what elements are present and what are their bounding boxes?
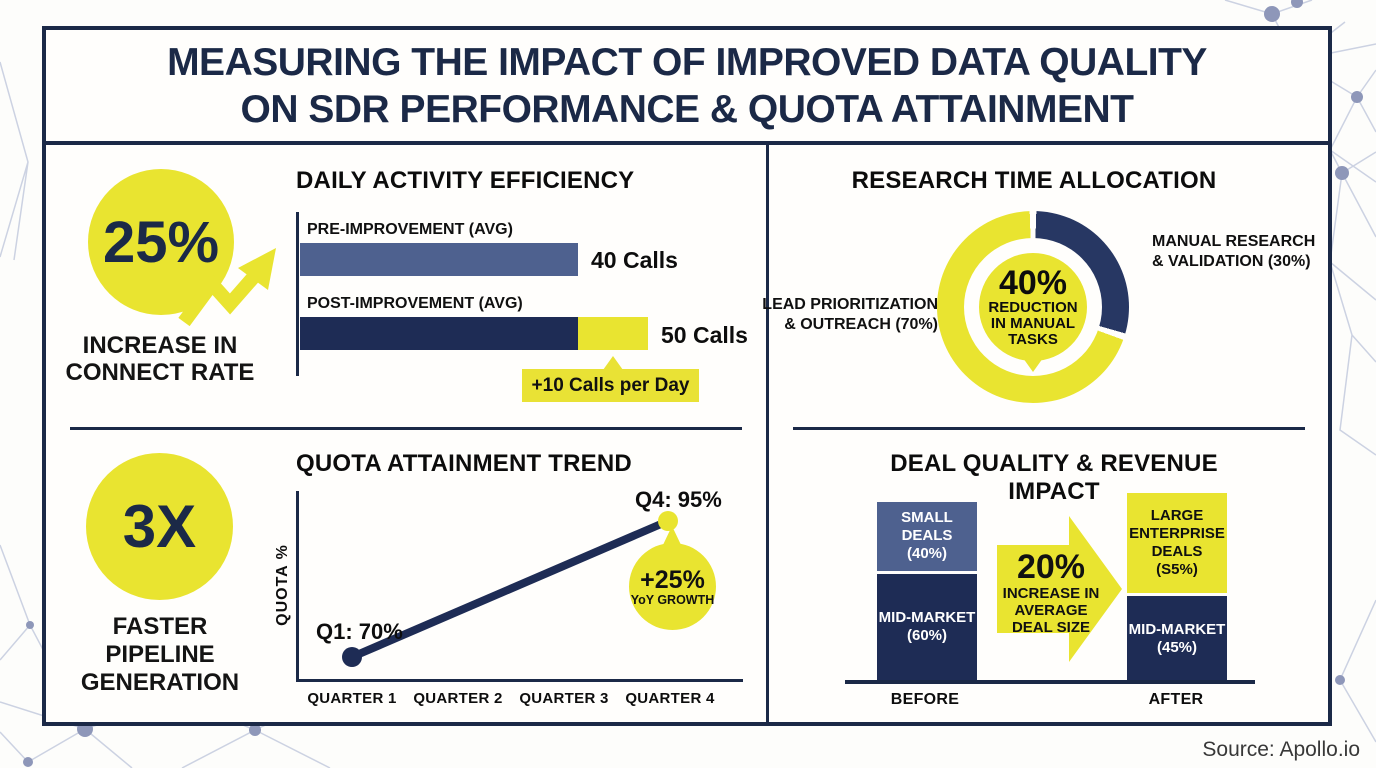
left-horizontal-divider	[70, 427, 742, 430]
pipeline-value: 3X	[122, 493, 197, 560]
research-time-title: RESEARCH TIME ALLOCATION	[851, 167, 1217, 194]
deal-size-increase-label: INCREASE IN AVERAGE DEAL SIZE	[1002, 585, 1100, 636]
page-title-line2: ON SDR PERFORMANCE & QUOTA ATTAINMENT	[240, 87, 1134, 131]
q4-point-label: Q4: 95%	[635, 487, 722, 512]
quota-x-axis	[296, 679, 743, 682]
q1-point-label: Q1: 70%	[316, 619, 403, 644]
before-segment-small-deals: SMALL DEALS (40%)	[877, 502, 977, 574]
post-improvement-bar-gain	[578, 317, 648, 350]
pipeline-stat-circle: 3X	[86, 453, 233, 600]
right-horizontal-divider	[793, 427, 1305, 430]
header: MEASURING THE IMPACT OF IMPROVED DATA QU…	[42, 30, 1332, 141]
header-divider	[42, 141, 1332, 145]
manual-research-label: MANUAL RESEARCH & VALIDATION (30%)	[1152, 233, 1316, 270]
quota-y-axis	[296, 491, 299, 682]
reduction-label: REDUCTION IN MANUAL TASKS	[988, 299, 1078, 348]
before-label: BEFORE	[890, 691, 960, 708]
page-title-line1: MEASURING THE IMPACT OF IMPROVED DATA QU…	[167, 40, 1207, 84]
donut-center-bubble: 40% REDUCTION IN MANUAL TASKS	[979, 253, 1087, 361]
donut-bubble-tail	[1023, 358, 1043, 372]
post-improvement-label: POST-IMPROVEMENT (AVG)	[307, 295, 523, 312]
x-tick-quarter-2: QUARTER 2	[413, 690, 503, 707]
before-bar: SMALL DEALS (40%) MID-MARKET (60%)	[877, 502, 977, 681]
post-improvement-bar-base	[300, 317, 578, 350]
daily-activity-title: DAILY ACTIVITY EFFICIENCY	[296, 167, 635, 194]
post-improvement-value: 50 Calls	[661, 322, 748, 348]
lead-prioritization-label: LEAD PRIORITIZATION & OUTREACH (70%)	[762, 296, 938, 333]
post-improvement-bar	[300, 317, 648, 350]
pipeline-label: FASTER PIPELINE GENERATION	[80, 613, 240, 696]
pre-improvement-bar	[300, 243, 578, 276]
calls-gain-callout: +10 Calls per Day	[522, 369, 699, 402]
x-tick-quarter-3: QUARTER 3	[519, 690, 609, 707]
reduction-value: 40%	[998, 264, 1068, 302]
quota-trend-line	[342, 511, 682, 667]
quota-trend-title: QUOTA ATTAINMENT TREND	[296, 450, 632, 477]
before-segment-mid-market: MID-MARKET (60%)	[877, 573, 977, 681]
after-bar: LARGE ENTERPRISE DEALS (S5%) MID-MARKET …	[1127, 493, 1227, 681]
deal-size-increase-value: 20%	[1016, 548, 1086, 586]
yoy-growth-bubble: +25% YoY GROWTH	[629, 543, 716, 630]
yoy-growth-value: +25%	[640, 565, 705, 594]
pre-improvement-label: PRE-IMPROVEMENT (AVG)	[307, 221, 513, 238]
after-segment-enterprise-deals: LARGE ENTERPRISE DEALS (S5%)	[1127, 493, 1227, 597]
x-tick-quarter-1: QUARTER 1	[307, 690, 397, 707]
x-tick-quarter-4: QUARTER 4	[625, 690, 715, 707]
after-label: AFTER	[1148, 691, 1204, 708]
deal-size-increase-callout: 20% INCREASE IN AVERAGE DEAL SIZE	[995, 549, 1107, 636]
page-title: MEASURING THE IMPACT OF IMPROVED DATA QU…	[167, 39, 1207, 133]
after-segment-mid-market: MID-MARKET (45%)	[1127, 596, 1227, 681]
callout-pointer	[603, 356, 623, 370]
source-attribution: Source: Apollo.io	[1202, 738, 1360, 761]
connect-rate-value: 25%	[102, 209, 220, 275]
deal-baseline	[845, 680, 1255, 684]
yoy-growth-label: YoY GROWTH	[630, 592, 715, 607]
daily-activity-axis	[296, 212, 299, 376]
pre-improvement-value: 40 Calls	[591, 247, 678, 273]
trend-up-arrow-icon	[178, 248, 276, 327]
vertical-divider	[766, 145, 769, 722]
connect-rate-label: INCREASE IN CONNECT RATE	[65, 332, 255, 386]
increase-arrow-icon	[997, 516, 1122, 662]
deal-quality-title: DEAL QUALITY & REVENUE IMPACT	[890, 450, 1218, 505]
